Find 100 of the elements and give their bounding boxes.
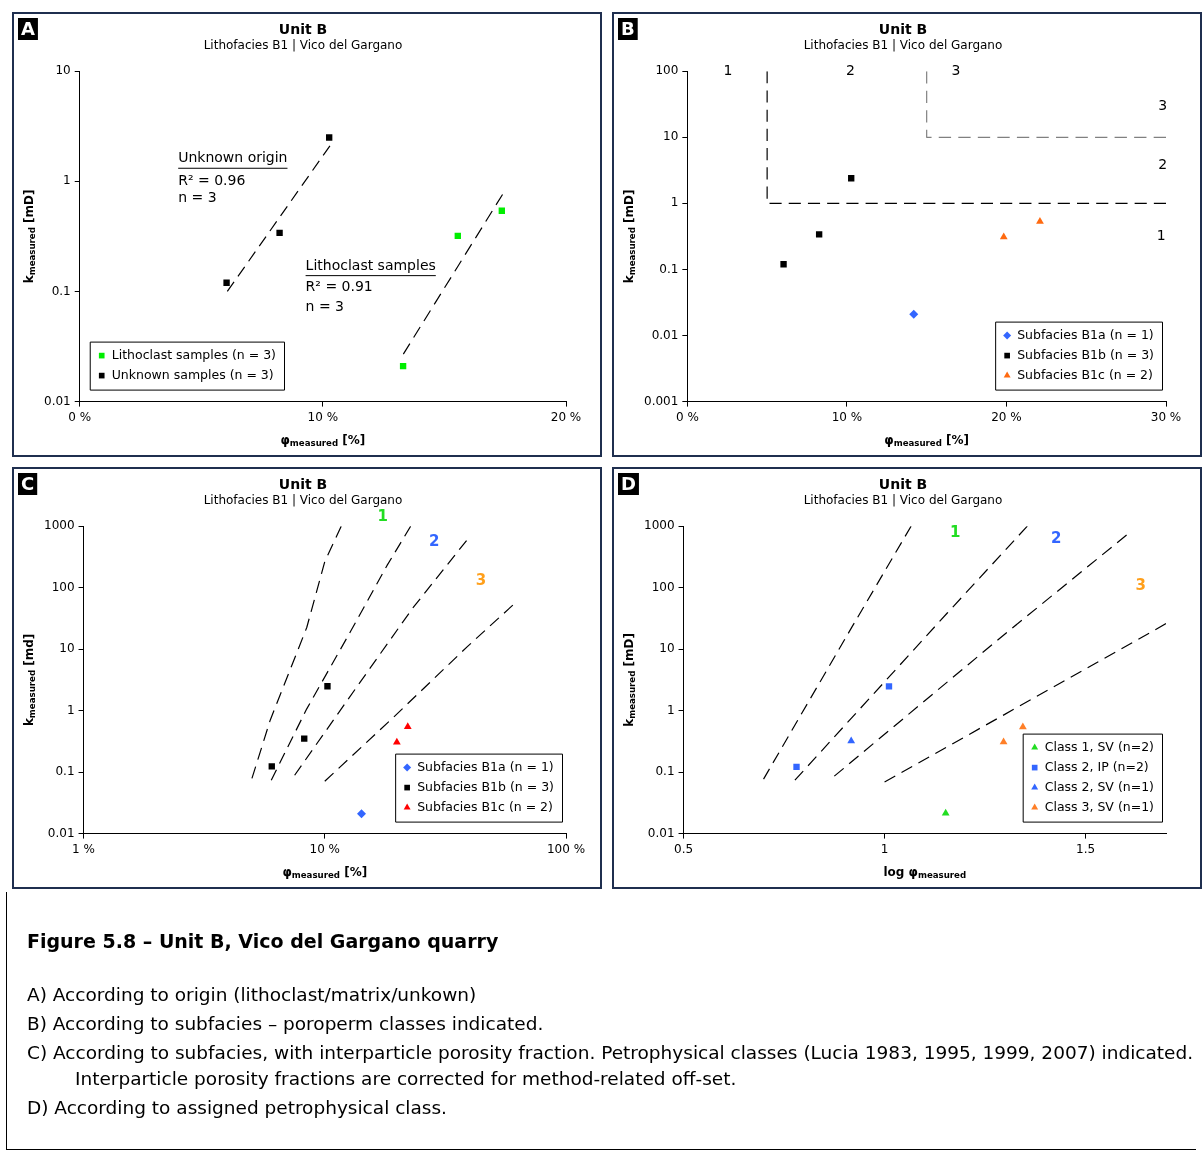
point bbox=[780, 261, 787, 268]
point bbox=[999, 737, 1008, 745]
chart-subtitle: Lithofacies B1 | Vico del Gargano bbox=[203, 493, 403, 508]
annotation: 3 bbox=[1135, 576, 1146, 595]
text: B bbox=[621, 17, 635, 39]
point bbox=[847, 736, 856, 744]
annotation: 2 bbox=[429, 532, 440, 551]
annotation: 1 bbox=[1156, 226, 1166, 243]
y-tick-label: 0.01 bbox=[44, 393, 71, 408]
y-tick-label: 1 bbox=[66, 702, 75, 717]
legend-label: Subfacies B1a (n = 1) bbox=[1017, 326, 1154, 342]
x-tick-label: 0.5 bbox=[673, 841, 694, 856]
y-axis-title: kmeasured [mD] bbox=[622, 632, 638, 727]
y-tick-label: 100 bbox=[655, 63, 679, 78]
annotation: 1 bbox=[723, 61, 733, 78]
x-tick-label: 10 % bbox=[307, 409, 339, 424]
x-tick-label: 100 % bbox=[546, 841, 586, 856]
y-tick-label: 1000 bbox=[643, 518, 675, 533]
legend-label: Class 2, IP (n=2) bbox=[1044, 758, 1149, 774]
point bbox=[276, 229, 283, 237]
chart-subtitle: Lithofacies B1 | Vico del Gargano bbox=[803, 493, 1003, 508]
y-tick-label: 0.01 bbox=[651, 327, 679, 342]
x-tick-label: 0 % bbox=[675, 409, 699, 424]
y-tick-label: 0.1 bbox=[655, 764, 675, 779]
annotation: 2 bbox=[846, 61, 856, 78]
y-tick-label: 1 bbox=[666, 702, 675, 717]
x-tick-label: 1 % bbox=[72, 841, 95, 856]
x-tick-label: 0 % bbox=[68, 409, 92, 424]
y-axis-title: kmeasured [mD] bbox=[22, 189, 38, 284]
legend-label: Subfacies B1b (n = 3) bbox=[417, 778, 554, 794]
text: B) According to subfacies – poroperm classes indicated. bbox=[27, 1012, 545, 1036]
x-tick-label: 1.5 bbox=[1076, 841, 1096, 856]
text: D bbox=[621, 472, 636, 494]
y-tick-label: 10 bbox=[659, 641, 675, 656]
y-tick-label: 0.001 bbox=[643, 393, 679, 408]
point bbox=[909, 309, 919, 319]
y-tick-label: 0.1 bbox=[51, 283, 71, 298]
legend-label: Unknown samples (n = 3) bbox=[111, 366, 274, 382]
annotation: 2 bbox=[1158, 156, 1168, 173]
annotation: 3 bbox=[951, 61, 961, 78]
annotation: 2 bbox=[1051, 529, 1062, 547]
chart-subtitle: Lithofacies B1 | Vico del Gargano bbox=[203, 38, 403, 53]
point bbox=[941, 808, 950, 816]
y-tick-label: 100 bbox=[651, 579, 675, 594]
annotation: Lithoclast samples bbox=[305, 256, 436, 273]
legend-label: Class 2, SV (n=1) bbox=[1044, 778, 1155, 794]
y-tick-label: 100 bbox=[51, 579, 75, 594]
y-tick-label: 0.01 bbox=[647, 825, 675, 840]
y-axis-title: kmeasured [mD] bbox=[622, 189, 638, 284]
legend-label: Class 1, SV (n=2) bbox=[1044, 738, 1155, 754]
legend-label: Subfacies B1b (n = 3) bbox=[1017, 346, 1154, 362]
x-tick-label: 20 % bbox=[550, 409, 582, 424]
legend-label: Subfacies B1c (n = 2) bbox=[1017, 366, 1153, 382]
x-tick-label: 1 bbox=[880, 841, 889, 856]
annotation: Unknown origin bbox=[178, 149, 288, 166]
chart-title: Unit B bbox=[278, 476, 328, 493]
annotation: 3 bbox=[1158, 97, 1168, 114]
chart-title: Unit B bbox=[278, 21, 328, 38]
point bbox=[1018, 722, 1027, 730]
y-tick-label: 10 bbox=[663, 129, 679, 144]
annotation: R² = 0.91 bbox=[305, 277, 373, 294]
legend-label: Subfacies B1c (n = 2) bbox=[417, 798, 553, 814]
text: C) According to subfacies, with interparticle porosity fraction. Petrophysical classes (Lucia 1983, 1995, 1999, 2007) indicated. Interparticle porosity fractions are corrected for method-related off-set. bbox=[27, 1041, 1195, 1091]
y-tick-label: 1 bbox=[670, 195, 679, 210]
legend-label: Subfacies B1a (n = 1) bbox=[417, 758, 554, 774]
chart-title: Unit B bbox=[878, 476, 928, 493]
x-tick-label: 20 % bbox=[991, 409, 1022, 424]
x-tick-label: 30 % bbox=[1150, 409, 1182, 424]
legend-label: Class 3, SV (n=1) bbox=[1044, 798, 1155, 814]
text: A) According to origin (lithoclast/matrix/unkown) bbox=[27, 983, 478, 1007]
text: D) According to assigned petrophysical class. bbox=[27, 1096, 448, 1120]
annotation: n = 3 bbox=[305, 297, 345, 314]
y-tick-label: 0.1 bbox=[659, 261, 679, 276]
x-tick-label: 10 % bbox=[831, 409, 863, 424]
chart-title: Unit B bbox=[878, 21, 928, 38]
point bbox=[815, 231, 823, 238]
legend-label: Lithoclast samples (n = 3) bbox=[111, 346, 277, 362]
point bbox=[885, 683, 893, 690]
point bbox=[793, 763, 800, 770]
y-tick-label: 0.01 bbox=[47, 825, 75, 840]
point bbox=[1036, 217, 1044, 224]
annotation: 1 bbox=[949, 523, 961, 542]
y-tick-label: 10 bbox=[55, 63, 71, 78]
chart-subtitle: Lithofacies B1 | Vico del Gargano bbox=[803, 38, 1003, 53]
point bbox=[326, 134, 333, 141]
text: A bbox=[21, 17, 35, 39]
point bbox=[223, 279, 230, 286]
annotation: 3 bbox=[475, 571, 487, 590]
y-tick-label: 1 bbox=[63, 173, 71, 188]
y-tick-label: 10 bbox=[59, 641, 75, 656]
annotation: n = 3 bbox=[178, 189, 217, 206]
y-tick-label: 1000 bbox=[43, 518, 75, 533]
y-axis-title: kmeasured [md] bbox=[22, 633, 38, 727]
text: C bbox=[21, 472, 35, 494]
x-tick-label: 10 % bbox=[309, 841, 341, 856]
point bbox=[999, 232, 1008, 240]
annotation: R² = 0.96 bbox=[178, 171, 246, 188]
y-tick-label: 0.1 bbox=[55, 764, 75, 779]
text: 1 bbox=[377, 506, 388, 525]
text: Figure 5.8 – Unit B, Vico del Gargano quarry bbox=[27, 930, 500, 952]
